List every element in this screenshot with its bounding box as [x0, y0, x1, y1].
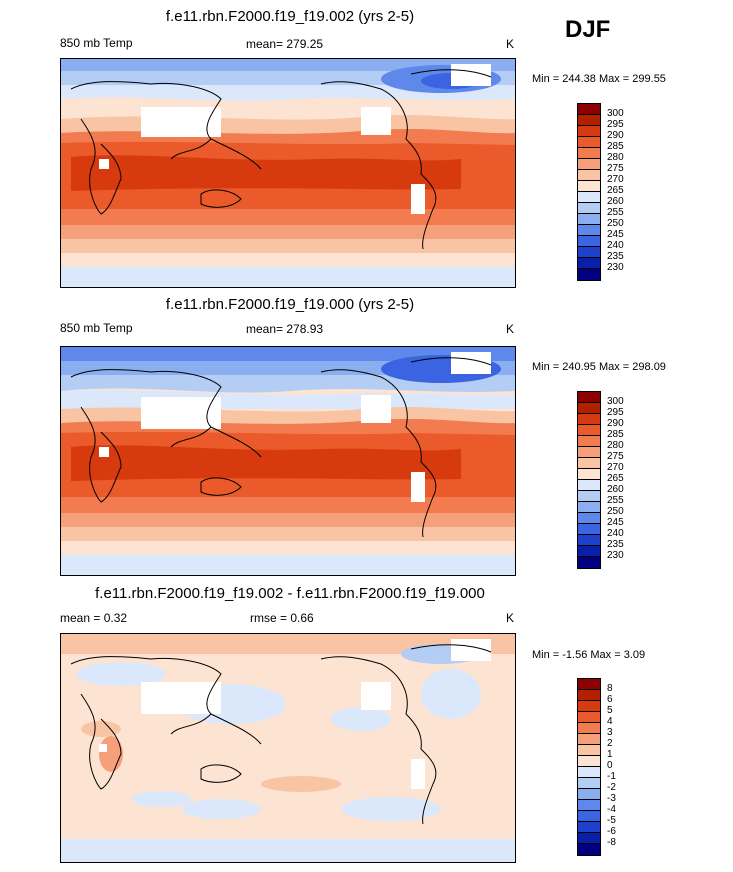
colorbar-label: 300 — [607, 108, 624, 119]
colorbar-label: 2 — [607, 738, 613, 749]
season-label: DJF — [565, 16, 611, 43]
colorbar-label: 300 — [607, 396, 624, 407]
colorbar-label: 8 — [607, 683, 613, 694]
panel1-title: f.e11.rbn.F2000.f19_f19.002 (yrs 2-5) — [165, 8, 415, 25]
panel3-title: f.e11.rbn.F2000.f19_f19.002 - f.e11.rbn.… — [95, 585, 485, 602]
colorbar-label: 260 — [607, 484, 624, 495]
panel3-colorbar — [577, 678, 601, 856]
colorbar-label: 260 — [607, 196, 624, 207]
panel2-minmax: Min = 240.95 Max = 298.09 — [532, 361, 666, 373]
panel2-title: f.e11.rbn.F2000.f19_f19.000 (yrs 2-5) — [165, 296, 415, 313]
panel3-mean-label: mean = 0.32 — [60, 611, 128, 625]
colorbar-label: 255 — [607, 495, 624, 506]
colorbar-label: 270 — [607, 462, 624, 473]
panel3-colorbar-labels: 8 6 5 4 3 2 1 0 -1 -2 -3 -4 -5 -6 -8 — [607, 683, 616, 848]
panel3-rmse-label: rmse = 0.66 — [250, 611, 314, 625]
colorbar-label: 230 — [607, 262, 624, 273]
colorbar-label: 6 — [607, 694, 613, 705]
colorbar-label: 250 — [607, 218, 624, 229]
panel1-colorbar-labels: 300 295 290 285 280 275 270 265 260 255 … — [607, 108, 624, 273]
panel2-colorbar-labels: 300 295 290 285 280 275 270 265 260 255 … — [607, 396, 624, 561]
colorbar-label: 280 — [607, 440, 624, 451]
colorbar-label: 255 — [607, 207, 624, 218]
colorbar-label: -2 — [607, 782, 616, 793]
colorbar-label: 280 — [607, 152, 624, 163]
colorbar-label: 3 — [607, 727, 613, 738]
panel2-mean-label: mean= 278.93 — [246, 322, 324, 336]
colorbar-label: 295 — [607, 407, 624, 418]
panel3-map — [60, 633, 516, 863]
colorbar-label: 235 — [607, 251, 624, 262]
colorbar-label: -4 — [607, 804, 616, 815]
panel2-units: K — [506, 322, 515, 336]
colorbar-label: -5 — [607, 815, 616, 826]
panel3-contour-field — [61, 634, 515, 862]
panel3-units: K — [506, 611, 515, 625]
colorbar-label: -6 — [607, 826, 616, 837]
colorbar-label: 240 — [607, 528, 624, 539]
panel1-contour-field — [61, 59, 515, 287]
colorbar-label: 1 — [607, 749, 613, 760]
colorbar-label: 4 — [607, 716, 613, 727]
colorbar-label: 230 — [607, 550, 624, 561]
colorbar-label: 265 — [607, 185, 624, 196]
panel1-minmax: Min = 244.38 Max = 299.55 — [532, 73, 666, 85]
colorbar-label: 245 — [607, 229, 624, 240]
panel1-units: K — [506, 37, 515, 51]
panel1-variable-label: 850 mb Temp — [60, 36, 133, 50]
panel1-map — [60, 58, 516, 288]
panel3-minmax: Min = -1.56 Max = 3.09 — [532, 649, 646, 661]
colorbar-label: 290 — [607, 130, 624, 141]
colorbar-label: 5 — [607, 705, 613, 716]
colorbar-label: 0 — [607, 760, 613, 771]
colorbar-label: 285 — [607, 429, 624, 440]
colorbar-label: -1 — [607, 771, 616, 782]
colorbar-label: 275 — [607, 451, 624, 462]
panel1-mean-label: mean= 279.25 — [246, 37, 324, 51]
colorbar-label: 285 — [607, 141, 624, 152]
colorbar-label: 245 — [607, 517, 624, 528]
colorbar-label: 295 — [607, 119, 624, 130]
colorbar-label: 290 — [607, 418, 624, 429]
colorbar-label: 240 — [607, 240, 624, 251]
panel2-contour-field — [61, 347, 515, 575]
colorbar-label: -8 — [607, 837, 616, 848]
panel2-variable-label: 850 mb Temp — [60, 321, 133, 335]
colorbar-label: 275 — [607, 163, 624, 174]
panel1-colorbar — [577, 103, 601, 281]
colorbar-label: 250 — [607, 506, 624, 517]
colorbar-label: -3 — [607, 793, 616, 804]
colorbar-label: 235 — [607, 539, 624, 550]
panel2-map — [60, 346, 516, 576]
colorbar-label: 265 — [607, 473, 624, 484]
colorbar-label: 270 — [607, 174, 624, 185]
panel2-colorbar — [577, 391, 601, 569]
